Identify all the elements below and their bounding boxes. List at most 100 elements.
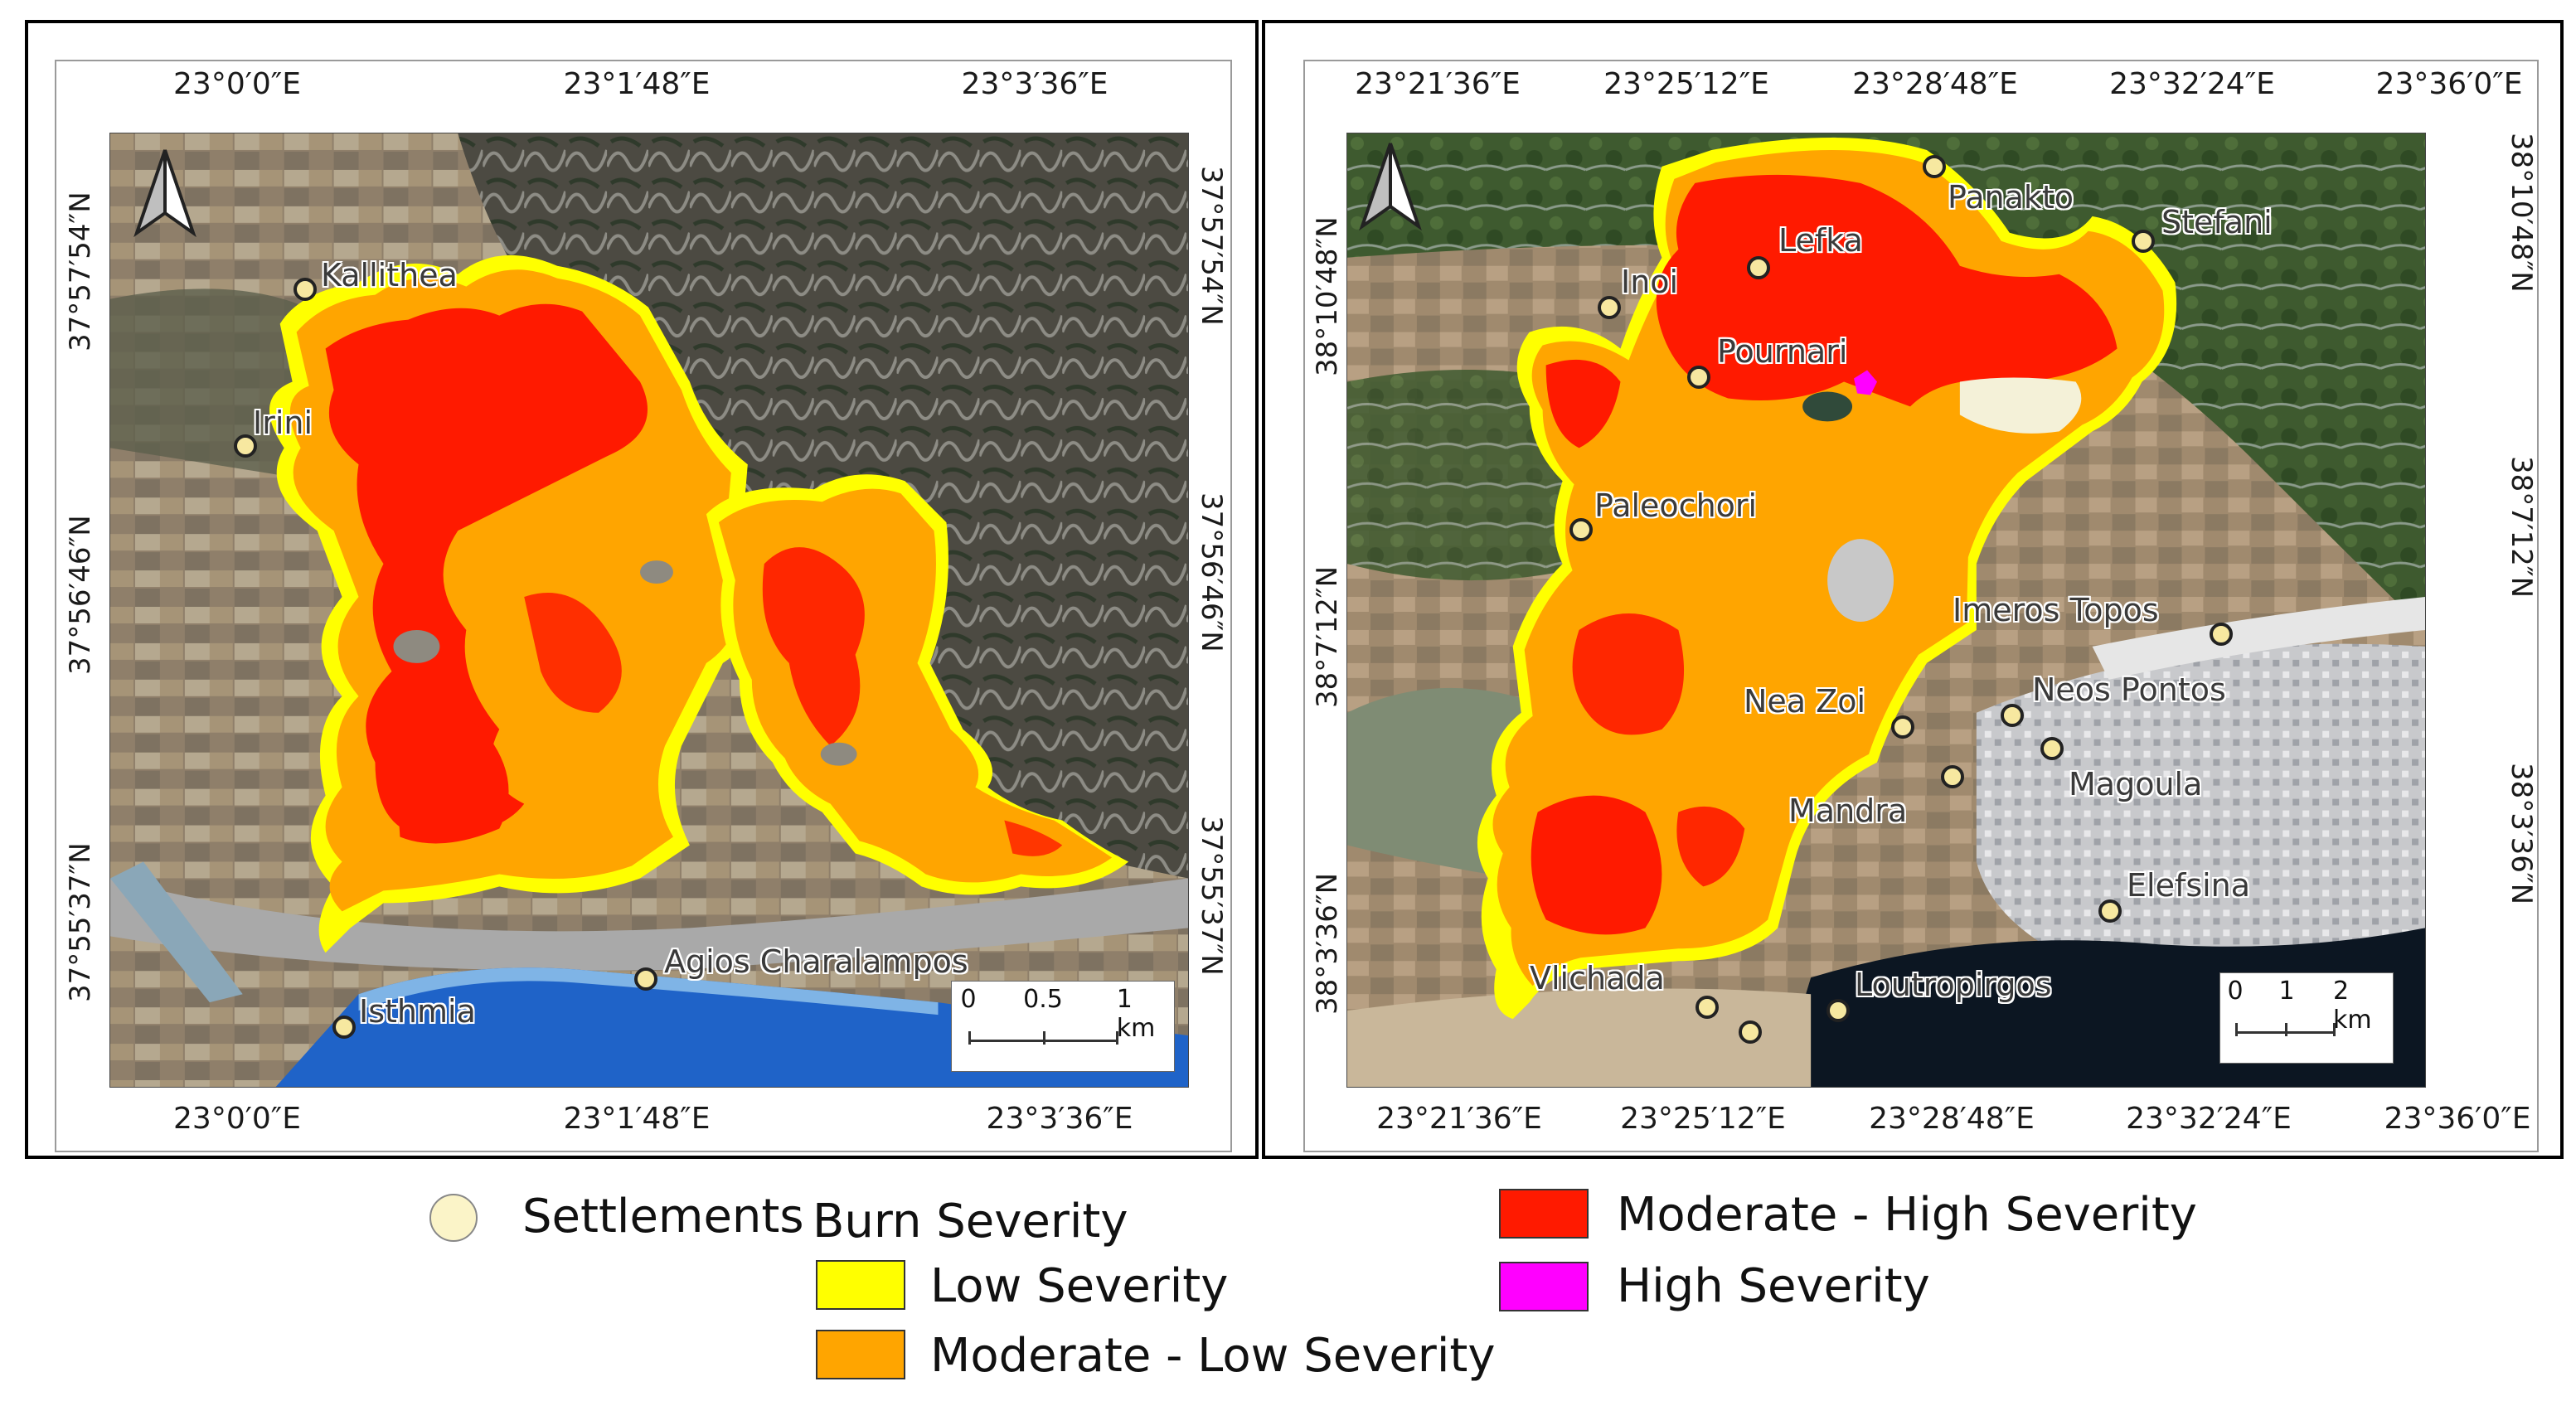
settlement-dot-icon xyxy=(1569,518,1593,541)
scale-tick xyxy=(1116,1031,1118,1045)
scale-tick xyxy=(2285,1023,2287,1036)
settlement-dot-icon xyxy=(1598,296,1621,319)
right-right-coord-3: 38°3′36″N xyxy=(2505,763,2538,905)
settlement-dot-icon xyxy=(234,434,257,458)
settlement-label-agios-charalampos: Agios Charalampos xyxy=(664,943,968,980)
left-map-image: Kallithea Irini Agios Charalampos Isthmi… xyxy=(109,133,1189,1088)
scale-label-2: 2 km xyxy=(2333,977,2372,1035)
north-arrow-icon xyxy=(132,147,198,238)
settlement-label-lefka: Lefka xyxy=(1778,222,1863,259)
settlement-label-vlichada: Vlichada xyxy=(1530,960,1665,996)
left-top-coord-2: 23°1′48″E xyxy=(563,67,711,101)
settlement-label-isthmia: Isthmia xyxy=(359,993,476,1030)
scale-label-2: 1 km xyxy=(1116,985,1156,1043)
settlement-dot-icon xyxy=(1747,256,1770,279)
settlement-label-stefani: Stefani xyxy=(2161,204,2273,240)
right-map-frame: 23°21′36″E 23°25′12″E 23°28′48″E 23°32′2… xyxy=(1303,60,2539,1152)
right-top-coord-2: 23°25′12″E xyxy=(1603,67,1769,101)
right-bottom-coord-3: 23°28′48″E xyxy=(1869,1102,2035,1136)
left-left-coord-2: 37°56′46″N xyxy=(64,515,97,675)
left-bottom-coord-3: 23°3′36″E xyxy=(986,1102,1133,1136)
legend-swatch-moderate-low xyxy=(816,1330,905,1379)
settlement-dot-icon xyxy=(2040,737,2064,760)
right-top-coord-1: 23°21′36″E xyxy=(1355,67,1521,101)
right-top-coord-3: 23°28′48″E xyxy=(1852,67,2018,101)
left-top-coord-1: 23°0′0″E xyxy=(173,67,301,101)
settlement-label-neos-pontos: Neos Pontos xyxy=(2032,671,2226,708)
settlement-dot-icon xyxy=(2132,230,2155,253)
left-bottom-coord-1: 23°0′0″E xyxy=(173,1102,301,1136)
right-bottom-coord-1: 23°21′36″E xyxy=(1376,1102,1542,1136)
right-left-coord-3: 38°3′36″N xyxy=(1311,872,1344,1015)
left-right-coord-2: 37°56′46″N xyxy=(1195,492,1228,652)
scale-tick xyxy=(2235,1023,2238,1036)
settlement-label-inoi: Inoi xyxy=(1621,264,1679,300)
left-left-coord-3: 37°55′37″N xyxy=(64,842,97,1002)
settlement-label-irini: Irini xyxy=(253,405,313,441)
settlement-dot-icon xyxy=(332,1016,356,1039)
scale-label-1: 0.5 xyxy=(1023,985,1063,1014)
left-right-coord-3: 37°55′37″N xyxy=(1195,816,1228,976)
scale-bar: 0 1 2 km xyxy=(2219,972,2394,1064)
scale-tick xyxy=(968,1031,971,1045)
right-map-image: Panakto Stefani Lefka Inoi Pournari Pale… xyxy=(1346,133,2426,1088)
right-left-coord-1: 38°10′48″N xyxy=(1311,216,1344,376)
settlement-label-loutropirgos: Loutropirgos xyxy=(1855,967,2052,1003)
legend-settlements: Settlements xyxy=(522,1190,804,1243)
legend-burn-severity-title: Burn Severity xyxy=(813,1195,1128,1248)
legend-moderate-low: Moderate - Low Severity xyxy=(930,1329,1496,1383)
north-arrow-icon xyxy=(1357,140,1424,231)
right-bottom-coord-4: 23°32′24″E xyxy=(2126,1102,2292,1136)
legend-swatch-low xyxy=(816,1260,905,1310)
settlement-label-pournari: Pournari xyxy=(1717,333,1848,370)
settlement-label-imeros-topos: Imeros Topos xyxy=(1953,592,2159,628)
legend-high: High Severity xyxy=(1617,1259,1930,1313)
left-bottom-coord-2: 23°1′48″E xyxy=(563,1102,711,1136)
settlement-dot-icon xyxy=(634,967,657,991)
settlement-dot-icon xyxy=(293,278,317,301)
right-right-coord-2: 38°7′12″N xyxy=(2505,456,2538,599)
left-map-panel: 23°0′0″E 23°1′48″E 23°3′36″E 23°0′0″E 23… xyxy=(25,20,1259,1159)
left-map-svg xyxy=(110,133,1188,1087)
scale-tick xyxy=(1043,1031,1045,1045)
settlement-label-kallithea: Kallithea xyxy=(321,257,458,293)
settlement-dot-icon xyxy=(1923,155,1946,178)
left-top-coord-3: 23°3′36″E xyxy=(961,67,1109,101)
settlement-dot-icon xyxy=(1739,1020,1762,1044)
right-top-coord-4: 23°32′24″E xyxy=(2109,67,2275,101)
right-bottom-coord-5: 23°36′0″E xyxy=(2384,1102,2531,1136)
scale-label-1: 1 xyxy=(2278,977,2295,1006)
left-map-frame: 23°0′0″E 23°1′48″E 23°3′36″E 23°0′0″E 23… xyxy=(55,60,1232,1152)
settlement-label-panakto: Panakto xyxy=(1948,179,2074,216)
settlement-dot-icon xyxy=(1826,999,1850,1022)
settlement-dot-icon xyxy=(2001,704,2024,727)
settlement-dot-icon xyxy=(1696,996,1719,1019)
settlement-label-magoula: Magoula xyxy=(2069,766,2203,802)
settlement-dot-icon xyxy=(1891,715,1914,739)
scale-bar: 0 0.5 1 km xyxy=(951,981,1175,1072)
scale-tick xyxy=(2333,1023,2336,1036)
settlement-label-mandra: Mandra xyxy=(1788,793,1908,829)
settlement-dot-icon xyxy=(1687,366,1710,389)
scale-label-0: 0 xyxy=(2227,977,2244,1006)
settlement-dot-icon xyxy=(2098,899,2122,923)
settlement-label-nea-zoi: Nea Zoi xyxy=(1744,683,1866,720)
legend-low: Low Severity xyxy=(930,1259,1229,1313)
settlement-label-paleochori: Paleochori xyxy=(1594,487,1758,524)
right-right-coord-1: 38°10′48″N xyxy=(2505,133,2538,293)
right-bottom-coord-2: 23°25′12″E xyxy=(1620,1102,1786,1136)
scale-label-0: 0 xyxy=(960,985,977,1014)
settlement-dot-icon xyxy=(2210,623,2233,646)
left-left-coord-1: 37°57′54″N xyxy=(64,191,97,351)
settlement-dot-icon xyxy=(1941,765,1964,788)
settlement-dot-icon xyxy=(429,1194,478,1242)
legend-swatch-high xyxy=(1499,1262,1589,1311)
right-top-coord-5: 23°36′0″E xyxy=(2375,67,2523,101)
right-map-panel: 23°21′36″E 23°25′12″E 23°28′48″E 23°32′2… xyxy=(1262,20,2564,1159)
left-right-coord-1: 37°57′54″N xyxy=(1195,166,1228,326)
legend-moderate-high: Moderate - High Severity xyxy=(1617,1188,2197,1242)
settlement-label-elefsina: Elefsina xyxy=(2127,867,2251,904)
legend-swatch-moderate-high xyxy=(1499,1189,1589,1239)
right-left-coord-2: 38°7′12″N xyxy=(1311,565,1344,708)
right-map-svg xyxy=(1347,133,2425,1087)
